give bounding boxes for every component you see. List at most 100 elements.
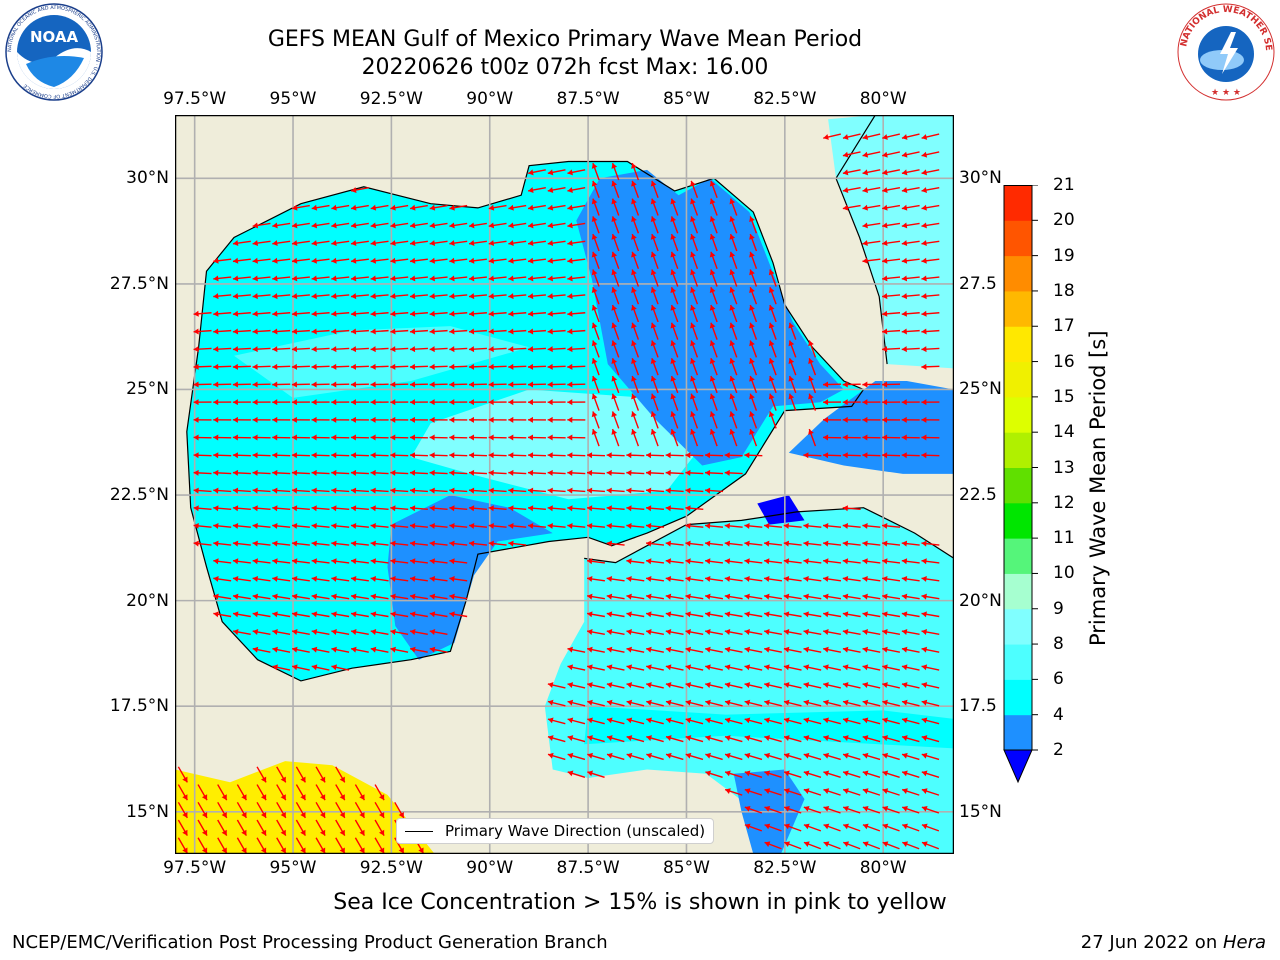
wave-arrow [409,222,428,229]
wave-arrow-head [591,393,598,400]
wave-arrow-head [685,487,691,494]
wave-arrow [685,522,704,529]
wave-arrow [650,357,659,376]
wave-arrow [724,788,743,796]
wave-arrow-head [331,452,337,459]
wave-arrow [331,611,350,618]
wave-arrow-head [567,434,573,441]
wave-arrow [744,717,763,725]
wave-arrow-head [508,293,514,300]
wave-arrow [468,434,487,441]
wave-arrow-head [646,717,652,724]
wave-arrow [354,801,366,819]
wave-arrow-head [213,558,219,565]
lon-tick-top: 95°W [269,89,317,109]
wave-arrow [670,428,679,447]
wave-arrow [882,204,901,211]
wave-arrow [370,399,389,406]
wave-arrow [586,487,606,494]
wave-arrow-head [469,240,475,247]
wave-arrow [749,287,758,305]
wave-arrow [488,381,507,388]
wave-arrow-head [311,487,317,494]
wave-arrow-head [921,169,928,176]
wave-arrow [862,240,881,247]
wave-arrow [193,363,212,370]
wave-arrow-head [842,434,848,441]
wave-arrow [631,375,640,394]
wave-arrow-head [690,234,696,240]
wave-arrow [842,805,861,814]
map-area [174,114,955,855]
wave-arrow [197,784,208,801]
wave-arrow-head [744,558,750,565]
wave-arrow [252,522,271,529]
wave-arrow [665,611,684,618]
wave-arrow [586,593,605,600]
wave-arrow [488,399,507,406]
wave-arrow [862,629,881,636]
wave-arrow [311,575,330,582]
wave-arrow [670,340,679,358]
wave-arrow-head [213,328,219,335]
wave-arrow-head [488,399,494,406]
wave-arrow [567,363,586,370]
wave-arrow-head [331,575,337,582]
wave-arrow-head [351,187,357,193]
wave-arrow-head [690,375,696,382]
wave-arrow [547,240,566,247]
wave-arrow [882,788,900,796]
wave-arrow-head [339,794,345,801]
wave-arrow [705,646,723,653]
wave-arrow [744,788,763,796]
wave-arrow [921,593,940,600]
wave-arrow-head [311,629,318,635]
wave-arrow [331,452,350,459]
wave-arrow [177,819,188,836]
wave-arrow-head [901,575,908,582]
wave-arrow [690,411,699,429]
wave-arrow [803,646,822,653]
wave-arrow [650,198,659,216]
colorbar-segment [1004,679,1032,716]
wave-arrow-head [508,257,514,264]
wave-arrow-head [783,522,789,529]
wave-arrow [704,575,724,582]
wave-arrow [665,682,684,689]
wave-arrow [921,823,940,832]
wave-arrow-head [488,293,494,300]
wave-arrow-head [429,240,436,247]
wave-arrow-head [606,735,613,741]
wave-arrow [213,399,232,406]
wave-arrow-head [842,629,849,635]
wave-arrow [256,801,267,819]
wave-arrow-head [193,416,199,423]
wave-arrow [429,593,448,600]
wave-arrow [311,646,330,653]
wave-arrow-head [882,522,888,529]
wave-arrow [567,699,586,707]
wave-arrow-head [768,340,775,347]
wave-arrow [272,363,291,370]
wave-arrow-head [193,434,199,441]
wave-arrow-head [843,735,849,741]
wave-arrow [709,251,718,269]
wave-arrow [291,363,310,370]
wave-arrow [193,328,212,335]
wave-arrow-head [921,204,927,211]
wave-arrow-head [390,522,396,529]
wave-arrow [315,766,326,783]
wave-arrow-head [272,275,278,282]
colorbar-tick-label: 15 [1053,386,1075,407]
wave-arrow [882,646,901,653]
wave-arrow [291,611,310,618]
lat-tick-right: 20°N [959,590,1002,611]
wave-arrow-head [921,823,928,830]
wave-arrow [882,346,901,353]
wave-arrow [409,487,428,494]
wave-arrow [842,788,861,796]
wave-arrow-head [591,251,598,258]
colorbar-tick-label: 14 [1053,422,1075,443]
wave-arrow-head [611,305,618,311]
wave-arrow [709,287,718,305]
